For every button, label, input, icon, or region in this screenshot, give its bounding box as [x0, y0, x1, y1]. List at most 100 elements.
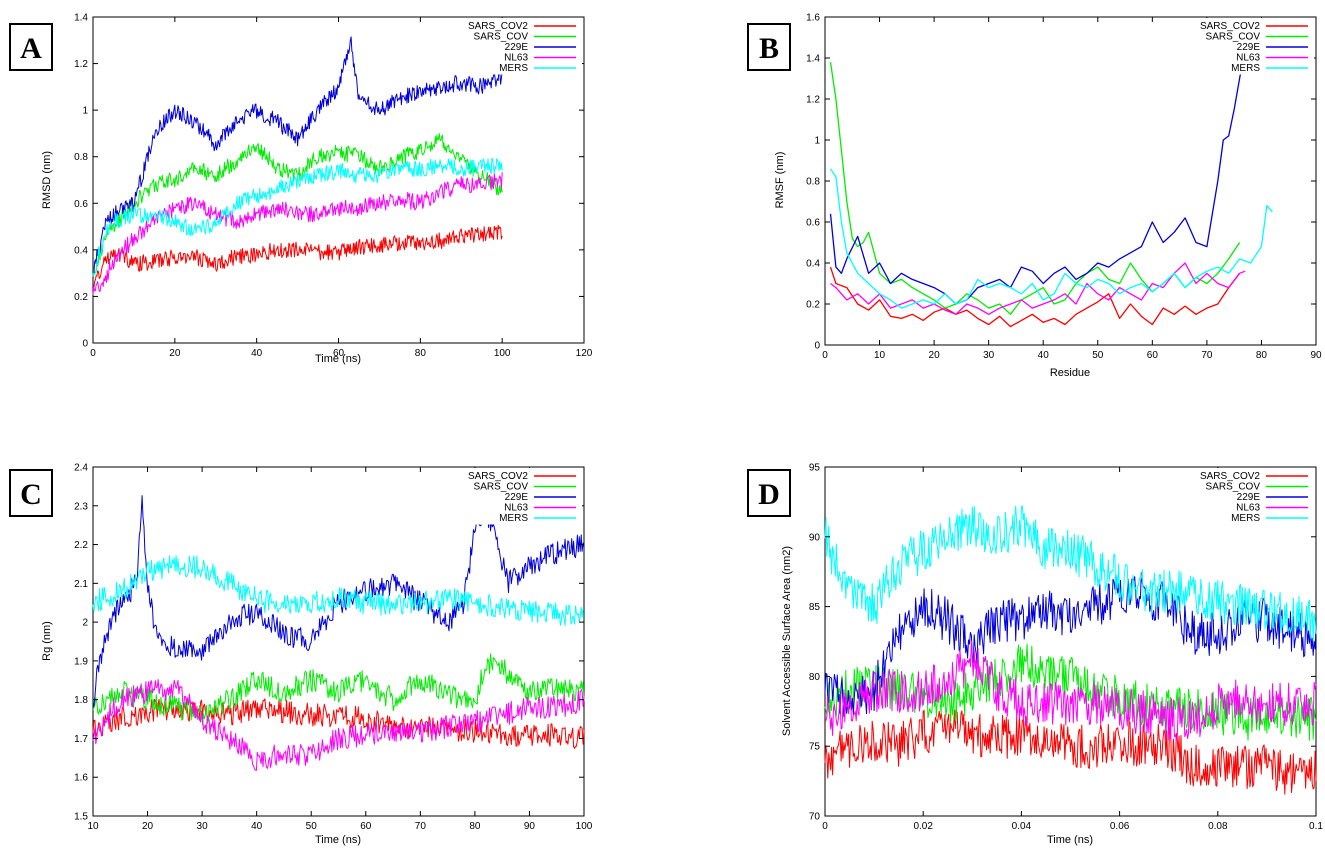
panel-a: 0 20 40 60 80 100 120 0 0.2 0.4 0.6 0.8 1 1.2 1.4 SARS…: [9, 13, 593, 365]
y-tick-label: 0.4: [806, 259, 820, 270]
y-tick-label: 85: [809, 602, 821, 613]
series-line-sars-cov2: [829, 266, 1241, 328]
legend-label-229e: 229E: [505, 42, 529, 53]
legend-label-nl63: NL63: [1236, 503, 1260, 514]
panel-d: 0 0.02 0.04 0.06 0.08 0.1 70 75 80 85 90 95 SARS_CO…: [747, 463, 1324, 846]
panel-letter-box: [9, 469, 53, 517]
x-tick-label: 80: [415, 348, 427, 359]
y-tick-label: 0.8: [806, 177, 820, 188]
legend-label-sars-cov: SARS_COV: [1206, 32, 1261, 43]
series-line-nl63: [92, 172, 503, 295]
x-tick-label: 10: [874, 350, 886, 361]
y-axis-label: RMSF (nm): [774, 152, 786, 209]
y-tick-label: 1.5: [74, 812, 88, 823]
legend-label-mers: MERS: [1231, 513, 1260, 524]
series-layer: [829, 27, 1273, 328]
y-tick-label: 70: [809, 812, 821, 823]
x-tick-label: 0.02: [913, 821, 933, 832]
y-tick-label: 1.9: [74, 656, 88, 667]
x-tick-label: 20: [169, 348, 181, 359]
panel-letter-box: [747, 469, 791, 517]
y-tick-label: 0: [814, 341, 820, 352]
x-tick-label: 0.06: [1110, 821, 1130, 832]
series-line-sars-cov2: [92, 224, 503, 290]
y-tick-label: 0.2: [74, 292, 88, 303]
x-tick-label: 120: [576, 348, 593, 359]
y-tick-label: 1.7: [74, 734, 88, 745]
x-tick-label: 0.08: [1208, 821, 1228, 832]
series-line-sars-cov: [92, 653, 585, 726]
panel-letter: B: [759, 32, 779, 65]
x-tick-label: 80: [469, 821, 481, 832]
plot-frame: [92, 466, 585, 817]
series-layer: [824, 505, 1317, 795]
series-line-nl63: [830, 262, 1246, 315]
series-line-mers: [824, 505, 1317, 641]
y-tick-label: 75: [809, 742, 821, 753]
series-line-sars-cov2: [824, 709, 1317, 795]
tick-layer: 0 10 20 30 40 50 60 70 80 90 0 0.2 0.4 0.6 0.8 1 1.2 1.4 1…: [806, 13, 1322, 362]
y-tick-label: 95: [809, 463, 821, 474]
series-layer: [92, 36, 503, 295]
x-tick-label: 70: [415, 821, 427, 832]
legend-label-sars-cov2: SARS_COV2: [1200, 471, 1260, 482]
series-line-mers: [92, 157, 503, 277]
y-tick-label: 2: [82, 618, 88, 629]
x-tick-label: 40: [1038, 350, 1050, 361]
y-tick-label: 2.3: [74, 501, 88, 512]
x-tick-label: 100: [576, 821, 593, 832]
y-tick-label: 1.6: [74, 773, 88, 784]
y-tick-label: 1: [814, 136, 820, 147]
y-tick-label: 1.2: [74, 59, 88, 70]
x-tick-label: 0.1: [1309, 821, 1323, 832]
x-tick-label: 0: [90, 348, 96, 359]
legend-label-mers: MERS: [499, 63, 528, 74]
x-tick-label: 50: [1092, 350, 1104, 361]
x-tick-label: 50: [306, 821, 318, 832]
x-axis-label: Residue: [1050, 367, 1090, 379]
legend-label-229e: 229E: [1237, 492, 1261, 503]
series-line-sars-cov2: [92, 698, 585, 749]
y-tick-label: 0.4: [74, 245, 88, 256]
series-line-229e: [92, 36, 503, 277]
y-axis-label: RMSD (nm): [41, 151, 53, 209]
x-tick-label: 0: [822, 350, 828, 361]
x-tick-label: 60: [360, 821, 372, 832]
tick-layer: 0 0.02 0.04 0.06 0.08 0.1 70 75 80 85 90 95: [809, 463, 1324, 833]
panel-letter: D: [758, 478, 780, 511]
x-tick-label: 0: [822, 821, 828, 832]
y-tick-label: 2.4: [74, 463, 88, 474]
legend-label-mers: MERS: [499, 513, 528, 524]
y-tick-label: 1: [82, 106, 88, 117]
y-tick-label: 1.8: [74, 695, 88, 706]
legend-label-sars-cov: SARS_COV: [1206, 482, 1261, 493]
y-tick-label: 1.4: [74, 13, 88, 24]
series-line-nl63: [824, 640, 1317, 741]
x-tick-label: 90: [1310, 350, 1322, 361]
x-tick-label: 90: [524, 821, 536, 832]
legend-label-nl63: NL63: [1236, 53, 1260, 64]
x-tick-label: 0.04: [1012, 821, 1032, 832]
x-tick-label: 40: [251, 348, 263, 359]
legend-label-nl63: NL63: [504, 503, 528, 514]
x-tick-label: 60: [1147, 350, 1159, 361]
y-tick-label: 1.2: [806, 95, 820, 106]
y-tick-label: 1.6: [806, 13, 820, 24]
y-tick-label: 0.2: [806, 300, 820, 311]
legend-label-sars-cov2: SARS_COV2: [468, 471, 528, 482]
panel-c: 10 20 30 40 50 60 70 80 90 100 1.5 1.6 1.7 1.8 1.9 2 2.1…: [9, 463, 593, 846]
x-axis-label: Time (ns): [1047, 834, 1093, 846]
panel-letter-box: [9, 23, 53, 71]
x-tick-label: 30: [983, 350, 995, 361]
legend-label-sars-cov2: SARS_COV2: [468, 21, 528, 32]
legend-label-229e: 229E: [505, 492, 529, 503]
series-line-229e: [829, 27, 1252, 305]
y-axis-label: Rg (nm): [41, 621, 53, 661]
series-layer: [92, 495, 585, 771]
y-tick-label: 0.8: [74, 152, 88, 163]
y-tick-label: 0.6: [806, 218, 820, 229]
legend-label-sars-cov2: SARS_COV2: [1200, 21, 1260, 32]
